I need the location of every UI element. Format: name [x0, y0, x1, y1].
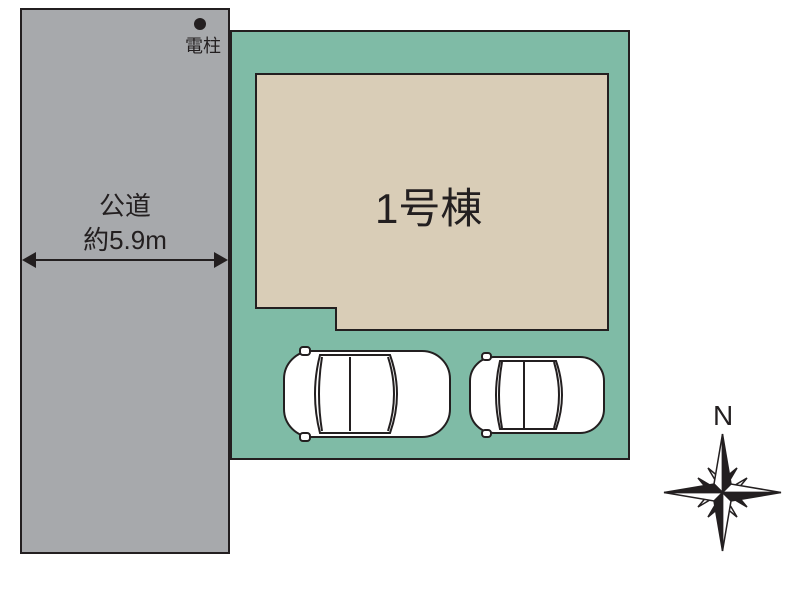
compass-rose-icon: [660, 430, 785, 555]
car-1: [282, 345, 452, 443]
building-label: 1号棟: [375, 175, 482, 236]
car-2: [468, 352, 606, 438]
compass-north-label: N: [713, 400, 734, 432]
site-plan-canvas: 公道 約5.9m 電柱 1号棟: [0, 0, 800, 600]
